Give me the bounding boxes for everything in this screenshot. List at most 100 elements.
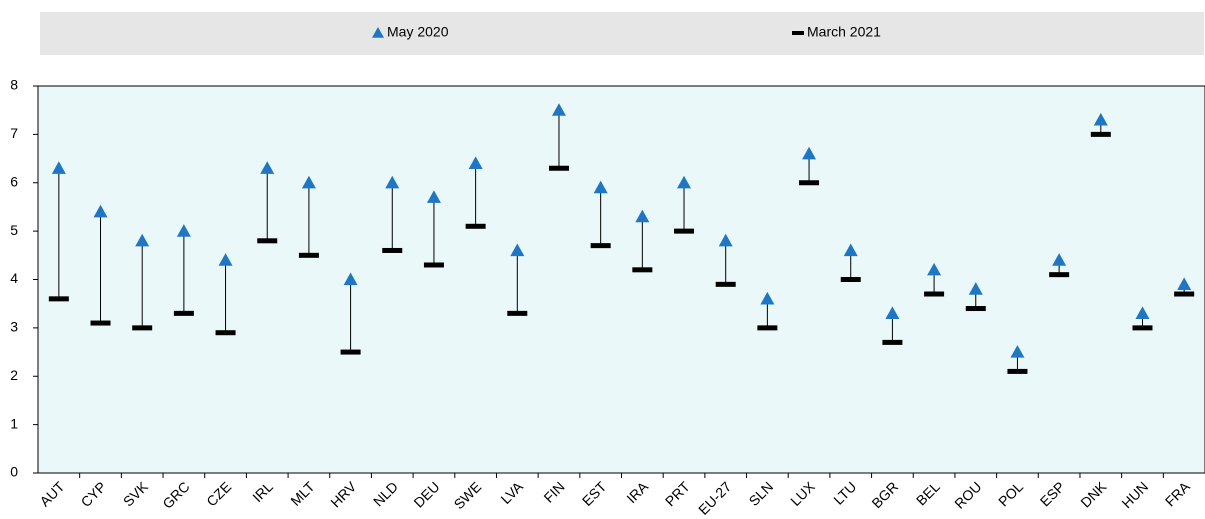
may-2020-marker [1093,112,1108,126]
plot-area [37,85,1205,474]
y-tick-label: 6 [10,173,18,189]
y-tick-label: 2 [10,367,18,383]
may-2020-marker [301,175,316,189]
march-2021-marker [173,310,194,316]
march-2021-marker [423,262,444,268]
march-2021-marker [298,252,319,258]
may-2020-marker [468,156,483,169]
y-tick-label: 4 [10,270,18,286]
march-2021-marker [382,247,403,253]
may-2020-marker [1010,345,1025,358]
y-tick-label: 5 [10,222,18,238]
march-2021-marker [1049,272,1070,278]
march-2021-marker [465,223,486,229]
x-tick-label: DEU [410,478,442,510]
legend-label: March 2021 [807,24,881,40]
y-tick-label: 3 [10,319,18,335]
may-2020-marker [927,262,942,276]
x-tick-label: BGR [868,478,901,511]
march-2021-marker [799,180,820,186]
march-2021-marker [507,310,528,316]
may-2020-marker [176,224,191,237]
march-2021-marker [257,238,278,244]
march-2021-marker [965,306,986,312]
legend-marker [792,31,804,35]
x-tick-label: ESP [1037,478,1068,509]
march-2021-marker [674,228,695,234]
may-2020-marker [260,161,275,174]
x-tick-label: LVA [497,478,526,507]
x-tick-label: BEL [913,478,943,508]
march-2021-marker [340,349,361,355]
may-2020-marker [968,282,983,295]
march-2021-marker [715,281,736,287]
may-2020-marker [93,204,108,218]
x-tick-label: PRT [662,478,693,509]
x-tick-label: FIN [540,478,567,505]
march-2021-marker [1090,131,1111,137]
y-tick-label: 8 [10,77,18,93]
may-2020-marker [802,146,817,160]
may-2020-marker [551,103,566,116]
may-2020-marker [1135,306,1150,319]
march-2021-marker [1174,291,1195,297]
may-2020-marker [51,161,66,174]
x-tick-label: EU-27 [695,478,735,518]
x-tick-label: LTU [830,478,859,507]
y-tick-label: 7 [10,125,18,141]
x-tick-label: FRA [1162,478,1194,510]
march-2021-marker [840,277,861,282]
may-2020-marker [718,233,733,247]
march-2021-marker [632,267,653,273]
x-tick-label: MLT [287,478,318,509]
march-2021-marker [90,320,111,326]
may-2020-marker [1177,277,1192,290]
may-2020-marker [885,306,900,319]
y-tick-label: 0 [10,464,18,480]
x-tick-label: CYP [78,478,110,510]
may-2020-marker [593,180,608,194]
x-tick-label: IRA [623,478,651,506]
x-tick-label: LUX [787,478,818,509]
may-2020-marker [760,291,775,305]
x-tick-label: DNK [1077,478,1110,511]
x-tick-label: EST [579,478,610,509]
march-2021-marker [215,330,236,336]
march-2021-marker [48,296,69,302]
x-tick-label: HRV [327,478,360,511]
x-tick-label: CZE [203,478,234,509]
march-2021-marker [132,325,153,331]
legend-marker [372,27,384,38]
may-2020-marker [843,243,858,257]
x-tick-label: AUT [36,478,67,509]
march-2021-marker [757,325,778,331]
x-tick-label: POL [995,478,1026,509]
may-2020-marker [510,243,525,257]
may-2020-marker [635,209,650,223]
y-tick-label: 1 [10,415,18,431]
march-2021-marker [882,339,903,345]
x-tick-label: NLD [370,478,401,509]
x-tick-label: SLN [746,478,777,509]
x-tick-label: GRC [159,478,192,511]
x-tick-label: SVK [120,478,152,510]
march-2021-marker [924,291,945,297]
may-2020-marker [1052,253,1067,266]
legend-label: May 2020 [387,24,449,40]
may-2020-marker [343,272,358,286]
may-2020-marker [385,175,400,189]
x-tick-label: IRL [249,478,276,505]
march-2021-marker [548,165,569,171]
may-2020-marker [426,190,441,203]
x-tick-label: HUN [1118,478,1151,511]
x-tick-label: SWE [451,478,485,512]
may-2020-marker [218,253,233,266]
may-2020-marker [135,233,150,247]
march-2021-marker [1007,368,1028,374]
may-2020-marker [677,175,692,189]
legend-background [40,12,1204,55]
march-2021-marker [1132,325,1153,331]
march-2021-marker [590,243,611,249]
x-tick-label: ROU [951,478,984,511]
